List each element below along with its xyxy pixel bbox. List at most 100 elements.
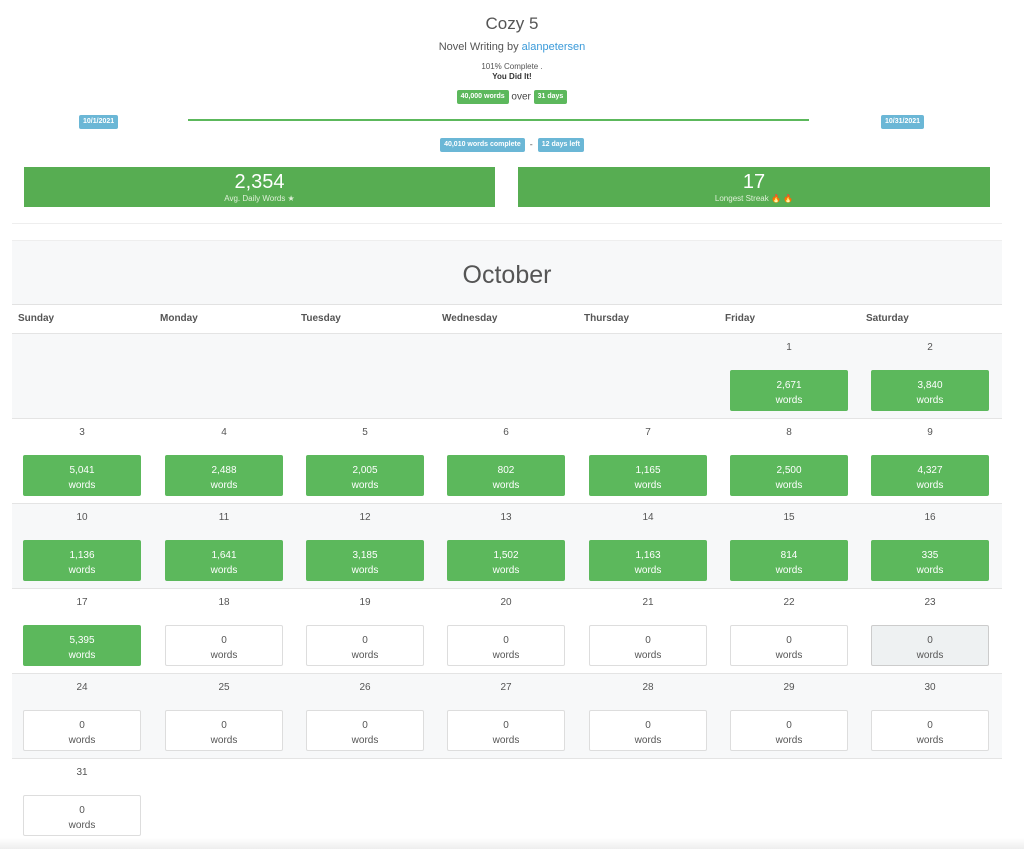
day-word-count[interactable]: 0 words: [306, 625, 424, 666]
day-word-unit: words: [775, 565, 803, 576]
day-word-count[interactable]: 0 words: [871, 710, 989, 751]
day-word-unit: words: [351, 650, 379, 661]
day-number: 2: [927, 342, 933, 353]
end-date-badge: 10/31/2021: [881, 115, 925, 129]
day-word-count[interactable]: 4,327 words: [871, 455, 989, 496]
day-word-unit: words: [492, 735, 520, 746]
day-number: 29: [783, 682, 795, 693]
longest-streak-label: Longest Streak 🔥 🔥: [714, 194, 794, 203]
day-number: 22: [783, 597, 795, 608]
day-number: 10: [76, 512, 88, 523]
status-dash: -: [529, 139, 533, 150]
day-word-unit: words: [634, 480, 662, 491]
day-number: 3: [79, 427, 85, 438]
day-word-count[interactable]: 0 words: [589, 710, 707, 751]
day-word-unit: words: [775, 650, 803, 661]
day-word-unit: words: [210, 650, 238, 661]
day-word-count[interactable]: 0 words: [165, 625, 283, 666]
day-word-count[interactable]: 0 words: [730, 625, 848, 666]
day-word-count[interactable]: 0 words: [447, 710, 565, 751]
day-word-value: 2,500: [776, 465, 802, 476]
day-word-unit: words: [492, 650, 520, 661]
day-word-count[interactable]: 2,488 words: [165, 455, 283, 496]
day-word-unit: words: [68, 820, 96, 831]
day-word-count[interactable]: 0 words: [447, 625, 565, 666]
day-word-count[interactable]: 5,395 words: [23, 625, 141, 666]
day-word-value: 1,136: [69, 550, 95, 561]
day-word-count[interactable]: 0 words: [871, 625, 989, 666]
avg-daily-words-label: Avg. Daily Words ★: [224, 194, 295, 203]
subtitle-prefix: Novel Writing by: [438, 41, 522, 53]
day-number: 14: [642, 512, 654, 523]
day-word-value: 0: [362, 720, 368, 731]
day-word-count[interactable]: 335 words: [871, 540, 989, 581]
day-word-value: 1,165: [635, 465, 661, 476]
day-word-value: 0: [79, 720, 85, 731]
day-word-count[interactable]: 1,502 words: [447, 540, 565, 581]
avg-daily-words-panel: 2,354 Avg. Daily Words ★: [24, 167, 495, 207]
day-number: 19: [359, 597, 371, 608]
day-word-value: 2,488: [211, 465, 237, 476]
day-word-count[interactable]: 0 words: [23, 710, 141, 751]
day-word-unit: words: [634, 565, 662, 576]
day-word-value: 0: [645, 720, 651, 731]
goal-words-badge: 40,000 words: [456, 90, 509, 104]
day-number: 4: [221, 427, 227, 438]
day-number: 18: [218, 597, 230, 608]
day-word-value: 0: [79, 805, 85, 816]
day-word-count[interactable]: 1,165 words: [589, 455, 707, 496]
day-word-count[interactable]: 0 words: [306, 710, 424, 751]
longest-streak-panel: 17 Longest Streak 🔥 🔥: [518, 167, 990, 207]
day-word-unit: words: [210, 565, 238, 576]
day-word-unit: words: [916, 735, 944, 746]
day-word-count[interactable]: 0 words: [589, 625, 707, 666]
day-word-value: 5,041: [69, 465, 95, 476]
day-number: 17: [76, 597, 88, 608]
day-number: 5: [362, 427, 368, 438]
day-word-unit: words: [210, 735, 238, 746]
project-title: Cozy 5: [485, 14, 539, 33]
day-word-unit: words: [634, 735, 662, 746]
over-text: over: [511, 91, 531, 103]
day-number: 9: [927, 427, 933, 438]
day-word-value: 814: [780, 550, 798, 561]
day-word-count[interactable]: 0 words: [730, 710, 848, 751]
calendar-week: [12, 333, 1002, 418]
day-word-unit: words: [351, 565, 379, 576]
day-word-count[interactable]: 0 words: [165, 710, 283, 751]
weekday-saturday: Saturday: [866, 313, 909, 324]
day-number: 27: [500, 682, 512, 693]
author-link[interactable]: alanpetersen: [521, 41, 586, 53]
day-word-unit: words: [634, 650, 662, 661]
day-word-count[interactable]: 1,641 words: [165, 540, 283, 581]
day-number: 24: [76, 682, 88, 693]
day-word-count[interactable]: 1,136 words: [23, 540, 141, 581]
day-number: 21: [642, 597, 654, 608]
day-word-count[interactable]: 0 words: [23, 795, 141, 836]
day-word-count[interactable]: 5,041 words: [23, 455, 141, 496]
status-row: 40,010 words complete - 12 days left: [0, 138, 1024, 152]
weekday-monday: Monday: [160, 313, 198, 324]
day-word-unit: words: [210, 480, 238, 491]
day-word-value: 0: [927, 635, 933, 646]
days-left-badge: 12 days left: [537, 138, 584, 152]
day-word-count[interactable]: 802 words: [447, 455, 565, 496]
day-word-count[interactable]: 2,005 words: [306, 455, 424, 496]
day-word-count[interactable]: 3,840 words: [871, 370, 989, 411]
day-word-count[interactable]: 3,185 words: [306, 540, 424, 581]
day-word-count[interactable]: 2,671 words: [730, 370, 848, 411]
weekday-sunday: Sunday: [18, 313, 55, 324]
day-number: 16: [924, 512, 936, 523]
day-word-value: 5,395: [69, 635, 95, 646]
words-complete-badge: 40,010 words complete: [440, 138, 525, 152]
day-word-count[interactable]: 1,163 words: [589, 540, 707, 581]
day-number: 6: [503, 427, 509, 438]
day-word-count[interactable]: 2,500 words: [730, 455, 848, 496]
day-word-count[interactable]: 814 words: [730, 540, 848, 581]
month-title: October: [462, 261, 552, 289]
day-word-value: 0: [786, 720, 792, 731]
day-word-value: 4,327: [917, 465, 943, 476]
weekday-tuesday: Tuesday: [301, 313, 341, 324]
day-word-value: 3,840: [917, 380, 943, 391]
day-number: 25: [218, 682, 230, 693]
